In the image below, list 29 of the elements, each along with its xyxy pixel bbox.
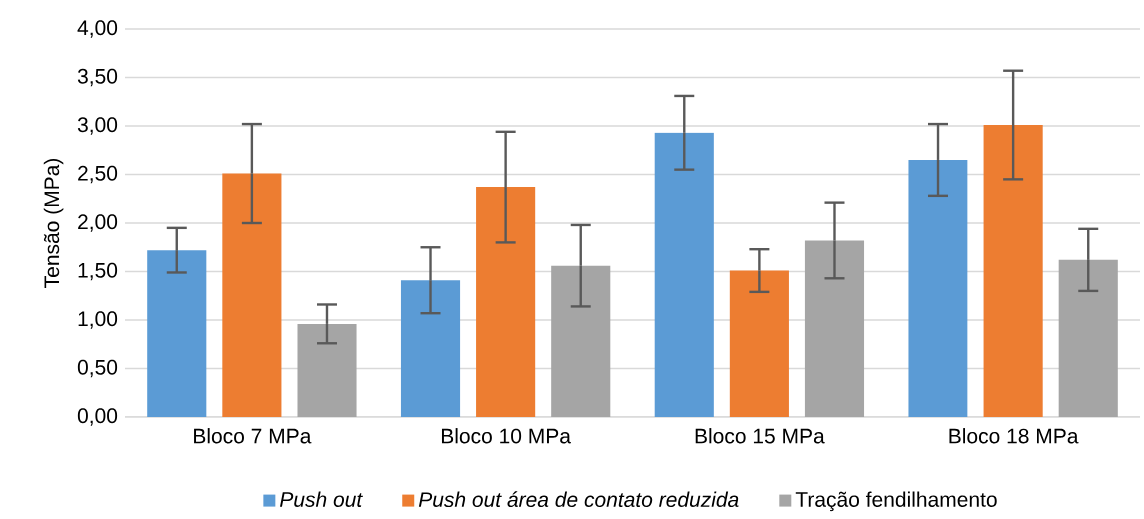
bar [222, 173, 282, 417]
bar [147, 250, 207, 417]
y-tick-label: 2,00 [78, 214, 118, 232]
y-tick-label: 3,50 [77, 68, 118, 87]
y-tick-label: 1,50 [78, 262, 118, 281]
y-tick-label: 0,50 [77, 359, 118, 378]
bar [476, 187, 536, 417]
bar [983, 125, 1043, 417]
y-tick-label: 4,00 [77, 20, 118, 38]
bar [654, 132, 714, 417]
bar [551, 265, 611, 417]
legend-label: Tração fendilhamento [795, 491, 997, 512]
x-tick-label: Bloco 15 MPa [695, 428, 825, 444]
legend-label: Push out [280, 491, 363, 507]
y-tick-label: 3,00 [77, 117, 118, 135]
legend-label: Push out área de contato reduzida [418, 491, 739, 508]
bar [908, 159, 968, 417]
x-tick-label: Bloco 10 MPa [441, 428, 571, 444]
bar [729, 270, 789, 417]
bar [400, 280, 461, 417]
y-axis-title: Tensão (MPa) [43, 158, 64, 288]
y-tick-label: 0,00 [77, 408, 118, 426]
bar [804, 240, 865, 417]
bar [297, 323, 357, 417]
x-tick-label: Bloco 18 MPa [949, 428, 1079, 444]
bar [1058, 259, 1118, 417]
y-tick-label: 2,50 [78, 165, 118, 184]
y-tick-label: 1,00 [78, 311, 118, 329]
x-tick-label: Bloco 7 MPa [194, 428, 312, 444]
